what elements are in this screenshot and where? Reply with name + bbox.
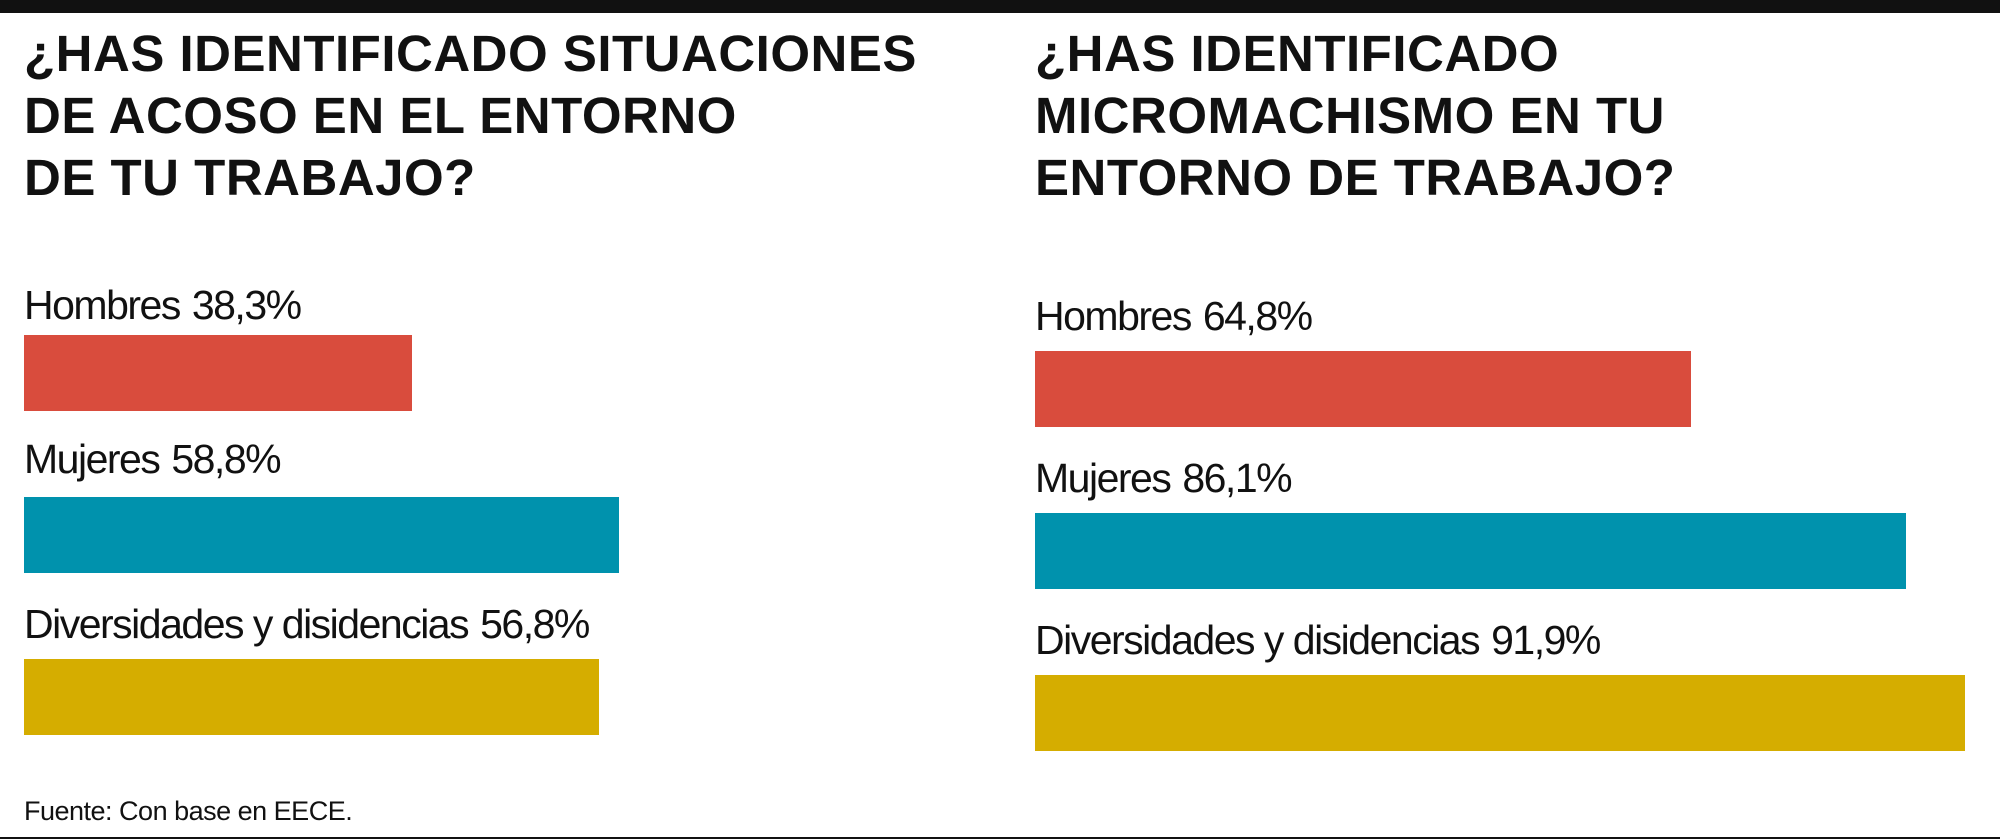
value-label: 56,8% <box>480 601 590 647</box>
chart-panel-micromachismo: ¿HAS IDENTIFICADO MICROMACHISMO EN TU EN… <box>1035 0 1990 840</box>
chart-title-line: ¿HAS IDENTIFICADO SITUACIONES <box>24 25 917 82</box>
bar-hombres <box>24 335 412 411</box>
category-label: Hombres <box>1035 293 1192 339</box>
bar-diversidades <box>1035 675 1965 751</box>
chart-title-line: DE TU TRABAJO? <box>24 149 476 206</box>
bottom-rule <box>0 837 2000 839</box>
bar-label: Hombres 64,8% <box>1035 293 1313 339</box>
chart-title: ¿HAS IDENTIFICADO SITUACIONES DE ACOSO E… <box>24 23 917 209</box>
chart-title-line: ¿HAS IDENTIFICADO <box>1035 25 1560 82</box>
source-note: Fuente: Con base en EECE. <box>24 796 353 826</box>
bar-hombres <box>1035 351 1691 427</box>
category-label: Diversidades y disidencias <box>1035 617 1481 663</box>
chart-title-line: MICROMACHISMO EN TU <box>1035 87 1665 144</box>
chart-title-line: DE ACOSO EN EL ENTORNO <box>24 87 737 144</box>
category-label: Mujeres <box>24 436 161 482</box>
bar-label: Diversidades y disidencias 56,8% <box>24 601 590 647</box>
bar-mujeres <box>24 497 619 573</box>
chart-title: ¿HAS IDENTIFICADO MICROMACHISMO EN TU EN… <box>1035 23 1675 209</box>
category-label: Diversidades y disidencias <box>24 601 470 647</box>
bar-label: Diversidades y disidencias 91,9% <box>1035 617 1601 663</box>
chart-panel-acoso: ¿HAS IDENTIFICADO SITUACIONES DE ACOSO E… <box>24 0 1004 840</box>
category-label: Mujeres <box>1035 455 1172 501</box>
value-label: 38,3% <box>191 282 302 328</box>
bar-mujeres <box>1035 513 1906 589</box>
value-label: 91,9% <box>1491 617 1601 663</box>
bar-label: Mujeres 86,1% <box>1035 455 1293 501</box>
chart-title-line: ENTORNO DE TRABAJO? <box>1035 149 1676 206</box>
bar-label: Hombres 38,3% <box>24 282 302 328</box>
value-label: 86,1% <box>1182 455 1292 501</box>
bar-diversidades <box>24 659 599 735</box>
category-label: Hombres <box>24 282 181 328</box>
bar-label: Mujeres 58,8% <box>24 436 282 482</box>
top-rule <box>0 0 2000 13</box>
value-label: 58,8% <box>171 436 281 482</box>
value-label: 64,8% <box>1202 293 1313 339</box>
